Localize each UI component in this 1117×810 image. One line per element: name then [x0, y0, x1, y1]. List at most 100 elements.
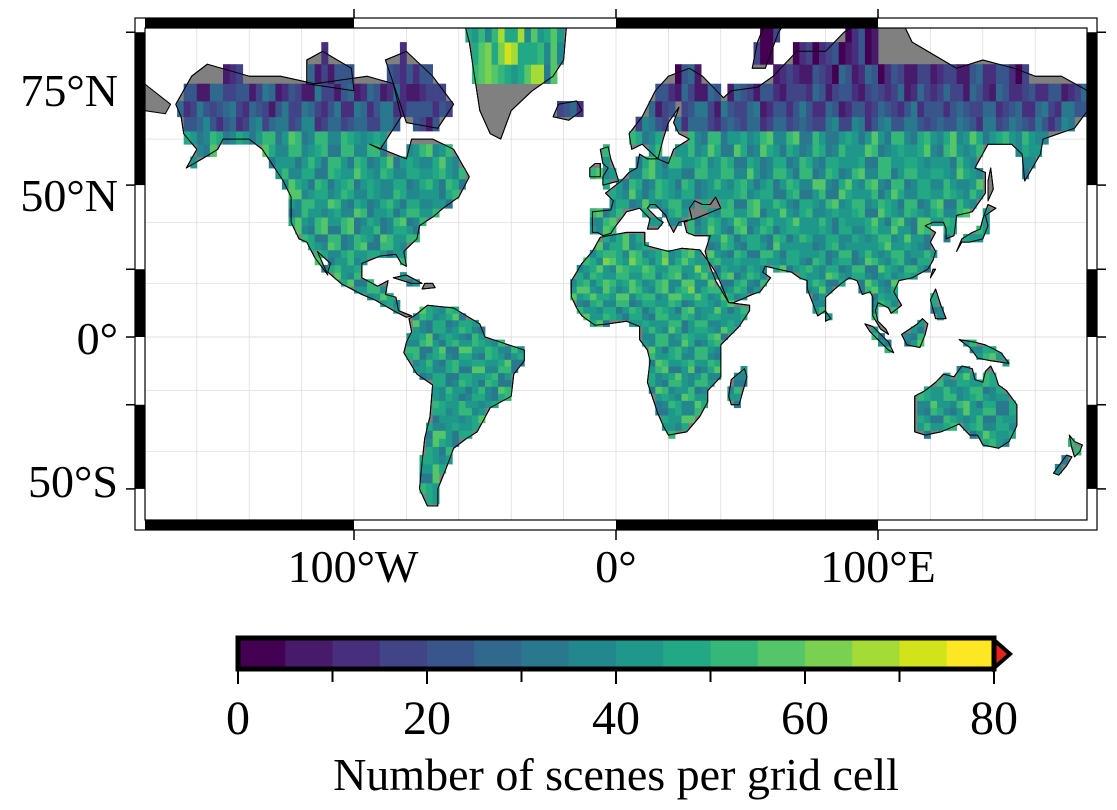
grid-cell — [281, 83, 289, 102]
grid-cell — [485, 42, 492, 65]
grid-cell — [838, 83, 846, 102]
grid-cell — [635, 272, 643, 280]
grid-cell — [327, 83, 335, 102]
grid-cell — [838, 225, 846, 235]
grid-cell — [838, 249, 846, 258]
grid-cell — [458, 386, 466, 394]
grid-cell — [825, 116, 833, 132]
grid-cell — [720, 156, 728, 169]
grid-cell — [471, 393, 479, 401]
grid-cell — [629, 242, 636, 251]
colorbar-swatch — [710, 638, 759, 669]
grid-cell — [236, 101, 244, 118]
grid-cell — [891, 168, 899, 180]
grid-cell — [694, 156, 702, 169]
grid-cell — [602, 156, 610, 169]
grid-cell — [812, 299, 820, 307]
grid-cell — [209, 101, 217, 118]
grid-cell — [681, 64, 689, 84]
grid-cell — [806, 83, 813, 102]
grid-cell — [308, 83, 316, 102]
grid-cell — [334, 178, 342, 190]
grid-cell — [969, 372, 977, 380]
colorbar-tick-label-0: 0 — [226, 692, 250, 745]
grid-cell — [393, 0, 400, 17]
grid-cell — [616, 249, 623, 258]
grid-cell — [923, 407, 931, 416]
grid-cell — [891, 156, 899, 169]
grid-cell — [930, 156, 938, 169]
grid-cell — [825, 225, 833, 235]
grid-cell — [799, 64, 807, 84]
grid-cell — [766, 189, 774, 200]
grid-cell — [642, 313, 650, 321]
grid-cell — [432, 473, 440, 484]
grid-cell — [537, 42, 545, 65]
grid-cell — [812, 116, 820, 132]
grid-cell — [445, 393, 453, 401]
grid-cell — [747, 257, 754, 266]
grid-cell — [367, 83, 374, 102]
grid-cell — [616, 234, 623, 243]
grid-cell — [694, 352, 702, 360]
grid-cell — [969, 234, 977, 243]
grid-cell — [648, 144, 656, 157]
grid-cell — [950, 208, 957, 218]
grid-cell — [380, 116, 388, 132]
grid-cell — [432, 393, 440, 401]
grid-cell — [976, 64, 984, 84]
grid-cell — [812, 168, 820, 180]
grid-cell — [668, 372, 676, 380]
grid-cell — [963, 234, 971, 243]
grid-cell — [897, 83, 905, 102]
grid-cell — [642, 272, 650, 280]
grid-cell — [851, 116, 859, 132]
grid-cell — [642, 189, 650, 200]
grid-cell — [445, 178, 453, 190]
grid-cell — [786, 144, 794, 157]
grid-cell — [635, 234, 643, 243]
grid-cell — [295, 131, 302, 145]
grid-cell — [760, 249, 767, 258]
grid-cell — [812, 131, 820, 145]
grid-cell — [897, 208, 905, 218]
grid-cell — [439, 400, 447, 409]
grid-cell — [288, 156, 296, 169]
grid-cell — [963, 144, 971, 157]
grid-cell — [694, 372, 702, 380]
grid-cell — [989, 407, 997, 416]
grid-cell — [511, 346, 519, 354]
grid-cell — [871, 208, 879, 218]
grid-cell — [714, 257, 722, 266]
grid-cell — [629, 257, 636, 266]
grid-cell — [956, 366, 964, 374]
grid-cell — [707, 116, 715, 132]
grid-cell — [426, 482, 433, 494]
grid-cell — [851, 168, 859, 180]
grid-cell — [694, 131, 702, 145]
grid-cell — [786, 234, 794, 243]
grid-cell — [707, 339, 715, 347]
grid-cell — [216, 83, 224, 102]
coastline-iceland — [552, 100, 583, 121]
grid-cell — [465, 393, 473, 401]
grid-cell — [917, 339, 925, 347]
grid-cell — [812, 83, 820, 102]
grid-cell — [347, 217, 355, 227]
grid-cell — [432, 446, 440, 456]
grid-cell — [498, 64, 505, 84]
grid-cell — [845, 178, 853, 190]
grid-cell — [851, 272, 859, 280]
grid-cell — [589, 264, 597, 273]
coastline-philippines — [929, 288, 947, 320]
grid-cell — [242, 101, 250, 118]
grid-cell — [334, 189, 342, 200]
grid-cell — [655, 286, 663, 294]
grid-cell — [288, 131, 296, 145]
grid-cell — [255, 131, 263, 145]
grid-cell — [432, 208, 440, 218]
grid-cell — [635, 313, 643, 321]
grid-cell — [334, 116, 342, 132]
grid-cell — [851, 234, 859, 243]
grid-cell — [989, 430, 997, 439]
